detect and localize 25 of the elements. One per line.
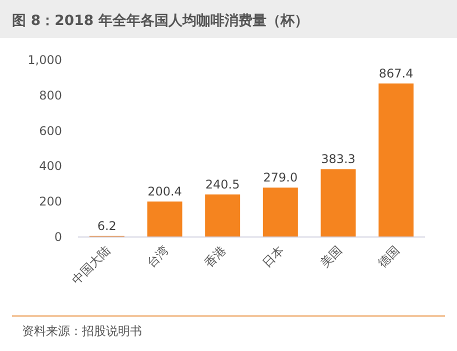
y-tick-label: 800	[39, 88, 62, 102]
text: 资料来源：招股说明书	[22, 324, 142, 338]
x-tick-label: 香港	[202, 243, 229, 270]
data-label: 6.2	[97, 218, 116, 233]
x-tick-label: 德国	[375, 243, 402, 270]
y-tick-label: 400	[39, 159, 62, 174]
x-tick-label: 日本	[260, 243, 287, 270]
x-tick-label: 中国大陆	[69, 243, 114, 288]
y-tick-label: 200	[39, 194, 62, 209]
x-tick-label: 台湾	[144, 243, 171, 270]
y-tick-label: 600	[39, 124, 62, 138]
data-label: 383.3	[321, 152, 356, 166]
bar	[320, 169, 356, 237]
y-tick-label: 1,000	[28, 53, 62, 67]
chart-title: 图 8：2018 年全年各国人均咖啡消费量（杯）	[12, 13, 308, 29]
data-label: 867.4	[378, 66, 414, 80]
bar	[205, 194, 240, 237]
bar	[378, 83, 414, 237]
y-tick-label: 0	[54, 230, 62, 244]
data-label: 240.5	[205, 177, 240, 192]
bar	[147, 202, 182, 237]
bar	[262, 188, 298, 237]
data-label: 279.0	[263, 170, 298, 185]
data-label: 200.4	[148, 184, 182, 199]
x-tick-label: 美国	[318, 243, 344, 270]
